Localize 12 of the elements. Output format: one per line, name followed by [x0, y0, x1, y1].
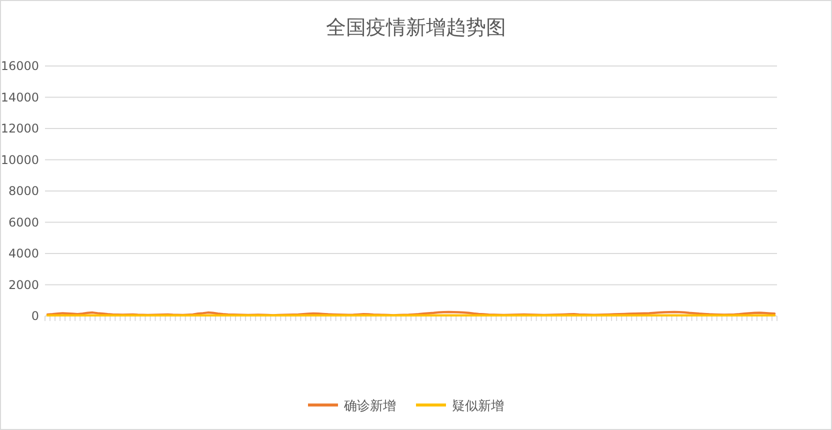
y-tick-label: 2000 — [8, 278, 39, 292]
chart-title: 全国疫情新增趋势图 — [326, 15, 506, 39]
legend-label: 疑似新增 — [452, 399, 504, 414]
y-tick-label: 6000 — [8, 215, 39, 230]
y-tick-label: 10000 — [0, 152, 39, 167]
y-tick-label: 12000 — [0, 122, 39, 136]
y-tick-label: 14000 — [0, 90, 39, 104]
y-tick-label: 0 — [31, 309, 39, 323]
legend-label: 确诊新增 — [343, 399, 396, 414]
y-tick-label: 16000 — [0, 59, 39, 73]
y-tick-label: 4000 — [8, 246, 39, 260]
y-tick-label: 8000 — [8, 184, 39, 198]
